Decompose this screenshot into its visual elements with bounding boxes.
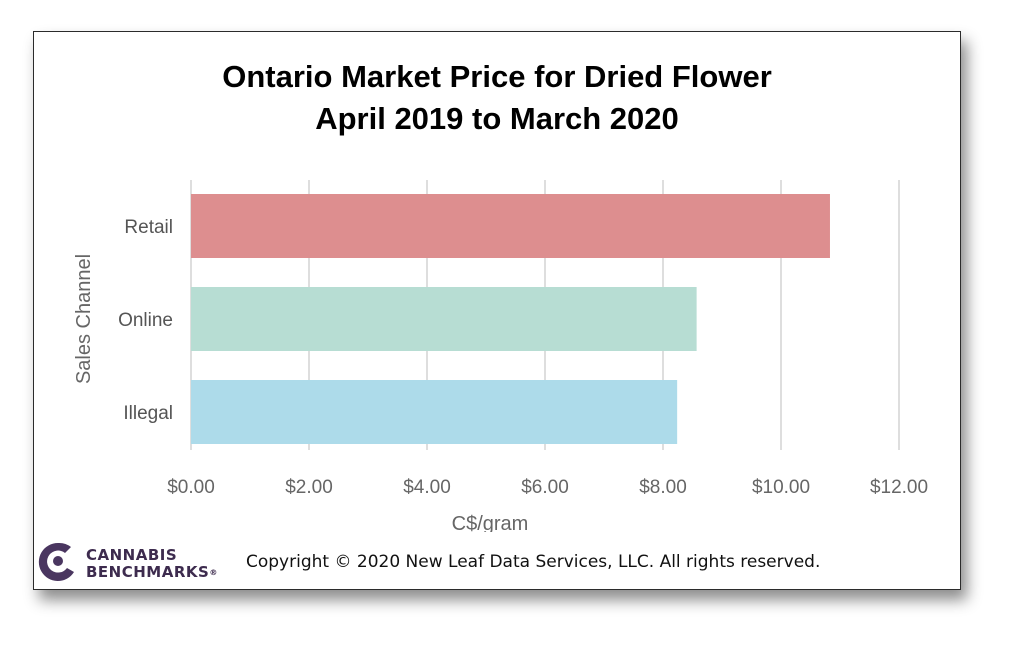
y-axis-title: Sales Channel bbox=[73, 254, 95, 384]
x-tick-labels: $0.00 $2.00 $4.00 $6.00 $8.00 $10.00 $12.00 bbox=[167, 477, 928, 498]
x-tick-label: $8.00 bbox=[639, 477, 687, 498]
bars bbox=[191, 194, 830, 444]
category-label-online: Online bbox=[118, 310, 173, 331]
category-label-retail: Retail bbox=[124, 217, 173, 238]
cannabis-benchmarks-logo: CANNABIS BENCHMARKS® bbox=[34, 539, 234, 585]
chart-card: Ontario Market Price for Dried Flower Ap… bbox=[33, 31, 961, 590]
bar-retail bbox=[191, 194, 830, 258]
logo-mark-icon bbox=[38, 542, 74, 581]
copyright-notice: Copyright © 2020 New Leaf Data Services,… bbox=[246, 552, 821, 572]
x-tick-label: $2.00 bbox=[285, 477, 333, 498]
category-label-illegal: Illegal bbox=[123, 403, 173, 424]
logo-line-2: BENCHMARKS bbox=[86, 563, 210, 581]
chart-title-line-1: Ontario Market Price for Dried Flower bbox=[222, 59, 772, 94]
x-tick-label: $0.00 bbox=[167, 477, 215, 498]
bar-illegal bbox=[191, 380, 678, 444]
x-axis-title: C$/gram bbox=[452, 513, 529, 532]
footer: CANNABIS BENCHMARKS® Copyright © 2020 Ne… bbox=[34, 533, 960, 589]
x-tick-label: $6.00 bbox=[521, 477, 569, 498]
x-tick-label: $10.00 bbox=[752, 477, 810, 498]
chart-title-line-2: April 2019 to March 2020 bbox=[315, 101, 679, 136]
bar-chart: Retail Online Illegal $0.00 $2.00 $4.00 $6.00… bbox=[73, 180, 928, 532]
logo-registered-mark: ® bbox=[209, 568, 218, 577]
logo-line-1: CANNABIS bbox=[86, 546, 178, 564]
x-tick-label: $12.00 bbox=[870, 477, 928, 498]
bar-online bbox=[191, 287, 697, 351]
logo-wordmark: CANNABIS BENCHMARKS® bbox=[86, 547, 218, 581]
category-labels: Retail Online Illegal bbox=[118, 217, 173, 424]
x-tick-label: $4.00 bbox=[403, 477, 451, 498]
chart-title: Ontario Market Price for Dried Flower Ap… bbox=[34, 56, 960, 140]
